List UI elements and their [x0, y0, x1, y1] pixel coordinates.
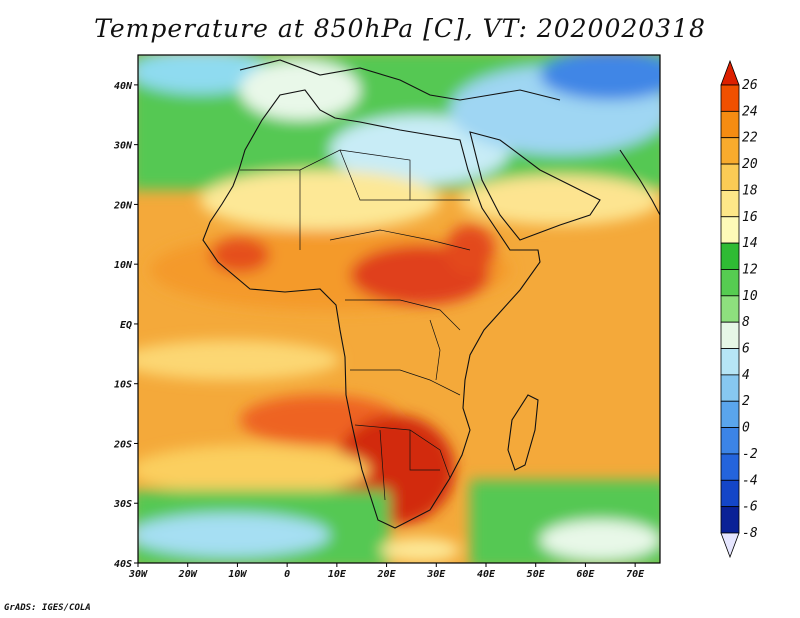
colorbar-level-label: 14	[742, 236, 758, 251]
colorbar-level-label: 4	[742, 368, 750, 383]
lat-tick-label: EQ	[120, 320, 132, 331]
colorbar-level-label: 18	[742, 183, 758, 198]
lat-tick-label: 20N	[113, 200, 133, 211]
plot-frame	[137, 54, 661, 564]
south-atlantic-mild	[138, 340, 340, 380]
border-south-central	[350, 369, 461, 396]
arabia-outline	[469, 131, 601, 241]
border-southern	[379, 429, 440, 501]
temperature-shading	[138, 55, 660, 563]
colorbar-bin	[720, 295, 740, 323]
europe-coast	[239, 59, 561, 101]
credit-text: GrADS: IGES/COLA	[4, 603, 91, 613]
colorbar-bin	[720, 453, 740, 481]
sahara-mild-zone	[200, 170, 440, 230]
colorbar-bin	[720, 242, 740, 270]
colorbar-level-label: -2	[742, 447, 758, 462]
lat-tick-label: 20S	[113, 439, 132, 450]
colorbar-level-label: 0	[742, 421, 750, 436]
border-central	[345, 299, 461, 331]
lat-tick-label: 30S	[113, 499, 132, 510]
great-lakes	[429, 319, 441, 381]
lon-tick-label: 30E	[426, 569, 446, 580]
lat-tick-label: 40S	[114, 559, 132, 570]
colorbar-level-label: -4	[742, 473, 758, 488]
colorbar-level-label: 22	[742, 131, 758, 146]
colorbar-bin	[720, 269, 740, 297]
colorbar-top-arrow	[720, 59, 740, 86]
colorbar-level-label: 16	[742, 210, 758, 225]
colorbar-level-label: -6	[742, 500, 758, 515]
colorbar-bin	[720, 374, 740, 402]
country-borders	[240, 149, 471, 501]
colorbar-bin	[720, 110, 740, 139]
lon-tick-label: 30W	[128, 569, 148, 580]
border-sahara	[299, 149, 410, 250]
colorbar-level-label: 10	[742, 289, 758, 304]
colorbar-bin	[720, 321, 740, 349]
lon-tick-label: 40E	[477, 569, 496, 580]
longitude-axis: 30W 20W 10W 0 10E 20E 30E 40E 50E 60E 70E	[128, 563, 645, 580]
colorbar-bin	[720, 427, 740, 455]
colorbar-bin	[720, 216, 740, 244]
atlantic-cool-zone	[138, 55, 270, 94]
colorbar-bottom-arrow	[720, 532, 740, 559]
lon-tick-label: 20W	[178, 569, 198, 580]
lon-tick-label: 50E	[527, 569, 546, 580]
colorbar-level-label: 12	[742, 262, 758, 277]
asia-cold-zone	[540, 55, 660, 100]
colorbar-level-label: 6	[742, 342, 750, 357]
border-south	[354, 424, 451, 479]
colorbar-level-label: 20	[742, 157, 758, 172]
lon-tick-label: 0	[284, 569, 290, 580]
lon-tick-label: 10E	[328, 569, 347, 580]
border-north	[240, 149, 470, 201]
colorbar-level-label: -8	[742, 526, 758, 541]
cape-mild	[380, 538, 460, 562]
lon-tick-label: 60E	[576, 569, 595, 580]
south-atlantic-cool	[138, 513, 330, 557]
maghreb-pale-zone	[240, 60, 360, 120]
arabian-sea-mild	[460, 175, 660, 225]
lat-tick-label: 10N	[114, 260, 133, 271]
lon-tick-label: 70E	[626, 569, 645, 580]
colorbar-bin	[720, 163, 740, 191]
lon-tick-label: 20E	[377, 569, 397, 580]
latitude-axis: 40N 30N 20N 10N EQ 10S 20S 30S 40S	[113, 81, 138, 570]
colorbar-bin	[720, 84, 740, 112]
colorbar-level-label: 24	[742, 104, 758, 119]
west-africa-hot	[210, 237, 270, 273]
coastlines	[202, 59, 660, 529]
temperature-field	[138, 55, 660, 563]
madagascar-outline	[507, 394, 539, 471]
colorbar-bin	[720, 137, 740, 165]
border-sahel	[329, 229, 471, 251]
colorbar-bin	[720, 479, 740, 508]
colorbar-bin	[720, 190, 740, 218]
chart-title: Temperature at 850hPa [C], VT: 202002031…	[94, 14, 706, 43]
colorbar-level-label: 2	[742, 394, 750, 409]
colorbar-level-label: 26	[742, 78, 758, 93]
africa-outline	[202, 89, 541, 529]
colorbar-bin	[720, 506, 740, 534]
colorbar-bin	[720, 348, 740, 376]
lon-tick-label: 10W	[228, 569, 247, 580]
south-atlantic-mild-2	[138, 445, 370, 495]
colorbar-bin	[720, 400, 740, 428]
india-coast	[619, 149, 660, 216]
south-indian-pale	[540, 520, 660, 560]
lat-tick-label: 10S	[114, 380, 132, 391]
colorbar-level-label: 8	[742, 315, 750, 330]
lat-tick-label: 40N	[114, 81, 133, 92]
lat-tick-label: 30N	[113, 141, 133, 152]
